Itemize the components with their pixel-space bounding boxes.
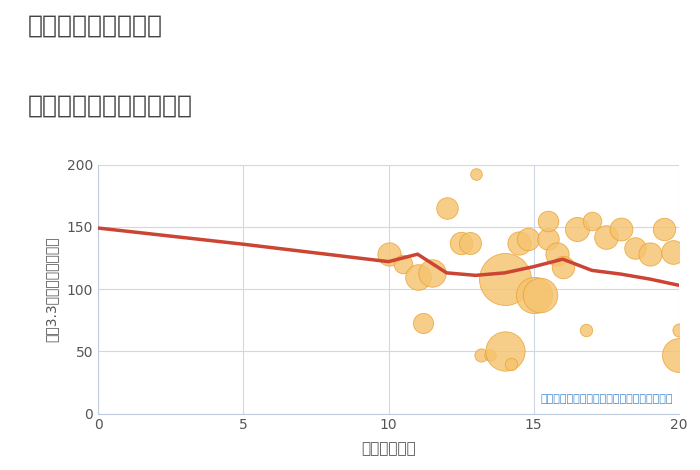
Point (484, 351, 496, 359)
Text: 駅距離別中古戸建て価格: 駅距離別中古戸建て価格 (28, 94, 193, 118)
Point (542, 217, 554, 224)
Point (499, 275, 510, 283)
Point (542, 235, 554, 243)
Point (659, 226, 670, 233)
Point (580, 326, 592, 334)
Point (514, 239, 525, 247)
Point (645, 251, 656, 258)
Text: 兵庫県西宮市東町の: 兵庫県西宮市東町の (28, 14, 163, 38)
Point (615, 226, 626, 233)
Point (505, 360, 516, 368)
Point (528, 291, 539, 299)
Point (418, 319, 429, 327)
Point (630, 244, 641, 252)
Point (673, 351, 685, 359)
X-axis label: 駅距離（分）: 駅距離（分） (361, 441, 416, 456)
Point (398, 260, 409, 268)
Point (552, 251, 563, 258)
Point (456, 239, 467, 247)
Point (499, 348, 510, 355)
Point (601, 233, 612, 241)
Point (383, 251, 394, 258)
Point (668, 248, 679, 255)
Point (673, 326, 685, 334)
Point (426, 269, 438, 277)
Point (572, 226, 583, 233)
Point (470, 171, 482, 178)
Y-axis label: 坪（3.3㎡）単価（万円）: 坪（3.3㎡）単価（万円） (44, 236, 58, 342)
Point (441, 204, 452, 212)
Point (587, 217, 598, 224)
Text: 円の大きさは、取引のあった物件面積を示す: 円の大きさは、取引のあった物件面積を示す (540, 394, 673, 404)
Point (522, 235, 533, 243)
Point (464, 239, 475, 247)
Point (557, 263, 568, 270)
Point (412, 273, 423, 280)
Point (534, 291, 545, 299)
Point (476, 351, 487, 359)
